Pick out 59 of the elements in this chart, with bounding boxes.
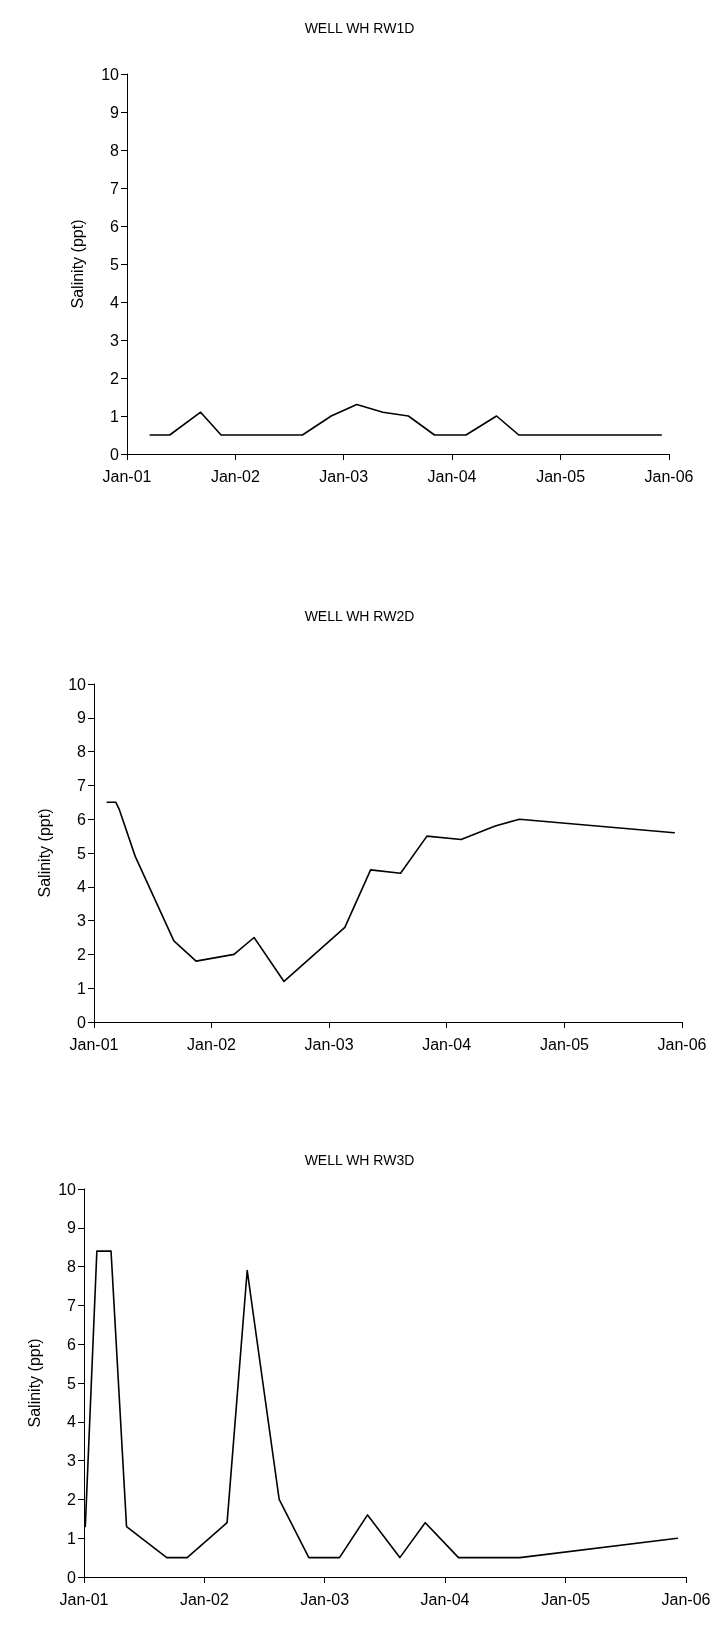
x-tick-label: Jan-01 [69, 1035, 119, 1053]
x-tick-label: Jan-03 [300, 1590, 350, 1608]
y-tick-label: 6 [67, 1335, 77, 1353]
y-tick-label: 2 [77, 945, 87, 963]
y-tick-label: 4 [110, 293, 120, 311]
y-tick-label: 7 [77, 776, 87, 794]
y-tick-label: 3 [67, 1452, 77, 1470]
x-tick-label: Jan-03 [319, 467, 369, 485]
y-tick-label: 3 [77, 912, 87, 930]
y-tick-label: 6 [110, 217, 120, 235]
y-tick-label: 0 [77, 1013, 87, 1031]
chart-title: WELL WH RW2D [304, 608, 415, 624]
y-tick-label: 1 [110, 407, 120, 425]
y-tick-label: 3 [110, 331, 120, 349]
x-tick-label: Jan-04 [427, 467, 477, 485]
y-tick-label: 5 [110, 255, 120, 273]
x-tick-label: Jan-01 [59, 1590, 109, 1608]
x-tick-label: Jan-02 [187, 1035, 237, 1053]
y-tick-label: 8 [110, 141, 120, 159]
x-tick-label: Jan-03 [304, 1035, 354, 1053]
line-series [106, 801, 676, 983]
y-tick-label: 8 [67, 1258, 77, 1276]
x-tick-label: Jan-01 [102, 467, 152, 485]
y-tick-label: 9 [67, 1219, 77, 1237]
y-tick-label: 7 [110, 179, 120, 197]
y-tick-label: 8 [77, 743, 87, 761]
x-tick-label: Jan-06 [644, 467, 694, 485]
y-tick-label: 9 [110, 103, 120, 121]
x-tick-label: Jan-06 [657, 1035, 707, 1053]
y-tick-label: 1 [77, 979, 87, 997]
y-tick-label: 10 [68, 675, 87, 693]
x-tick-label: Jan-05 [541, 1590, 591, 1608]
y-tick-label: 7 [67, 1296, 77, 1314]
chart-title: WELL WH RW3D [304, 1152, 415, 1168]
y-tick-label: 9 [77, 709, 87, 727]
x-tick-label: Jan-05 [536, 467, 586, 485]
y-tick-label: 0 [110, 445, 120, 463]
y-tick-label: 0 [67, 1568, 77, 1586]
x-tick-label: Jan-04 [422, 1035, 472, 1053]
y-tick-label: 4 [77, 878, 87, 896]
x-tick-label: Jan-05 [540, 1035, 590, 1053]
y-axis-title: Salinity (ppt) [68, 219, 86, 309]
y-axis-title: Salinity (ppt) [25, 1338, 43, 1428]
y-axis-title: Salinity (ppt) [35, 808, 53, 898]
line-series [149, 403, 663, 436]
chart-title: WELL WH RW1D [304, 20, 415, 36]
y-tick-label: 10 [58, 1180, 77, 1198]
x-tick-label: Jan-04 [420, 1590, 470, 1608]
y-tick-label: 4 [67, 1413, 77, 1431]
y-tick-label: 5 [77, 844, 87, 862]
x-tick-label: Jan-06 [661, 1590, 711, 1608]
x-tick-label: Jan-02 [179, 1590, 229, 1608]
y-tick-label: 2 [67, 1490, 77, 1508]
x-tick-label: Jan-02 [210, 467, 260, 485]
y-tick-label: 5 [67, 1374, 77, 1392]
y-tick-label: 1 [67, 1529, 77, 1547]
y-tick-label: 6 [77, 810, 87, 828]
y-tick-label: 2 [110, 369, 120, 387]
y-tick-label: 10 [101, 65, 120, 83]
